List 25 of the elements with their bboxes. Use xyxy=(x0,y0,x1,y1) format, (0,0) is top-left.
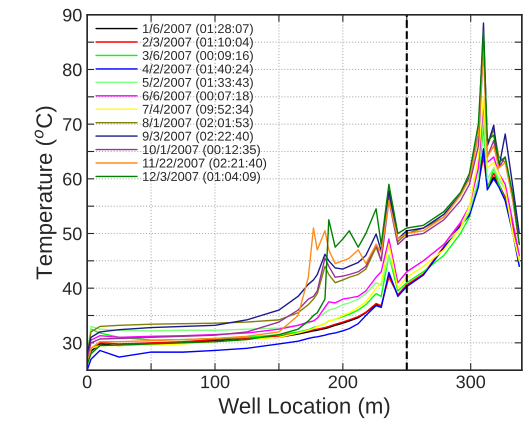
legend-label: 9/3/2007 (02:22:40) xyxy=(142,131,253,144)
y-tick-label: 50 xyxy=(62,227,82,240)
y-tick-label: 90 xyxy=(63,8,82,22)
legend-label: 5/2/2007 (01:33:43) xyxy=(142,78,253,90)
x-axis-title: Well Location (m) xyxy=(218,397,390,418)
legend-label: 2/3/2007 (01:10:04) xyxy=(142,37,253,50)
legend-label: 7/4/2007 (09:52:34) xyxy=(142,104,253,116)
y-axis-title: Temperature ($^{o}$C) xyxy=(34,106,56,280)
y-tick-label: 80 xyxy=(62,63,82,76)
x-tick-label: 300 xyxy=(456,376,486,388)
legend-label: 8/1/2007 (02:01:53) xyxy=(142,118,253,130)
y-tick-label: 30 xyxy=(62,336,82,350)
y-tick-label: 70 xyxy=(63,118,82,131)
x-tick-label: 100 xyxy=(201,376,230,388)
legend-label: 1/6/2007 (01:28:07) xyxy=(143,24,253,36)
y-tick-label: 60 xyxy=(63,172,82,186)
y-tick-label: 40 xyxy=(62,282,82,295)
legend-label: 6/6/2007 (00:07:18) xyxy=(142,90,253,103)
legend-label: 11/22/2007 (02:21:40) xyxy=(143,158,266,170)
legend-label: 10/1/2007 (00:12:35) xyxy=(143,144,260,157)
x-tick-label: 200 xyxy=(328,376,358,388)
legend-label: 12/3/2007 (01:04:09) xyxy=(143,172,260,184)
legend-label: 4/2/2007 (01:40:24) xyxy=(142,64,253,76)
x-tick-label: 0 xyxy=(82,376,92,388)
legend-label: 3/6/2007 (00:09:16) xyxy=(142,50,253,63)
